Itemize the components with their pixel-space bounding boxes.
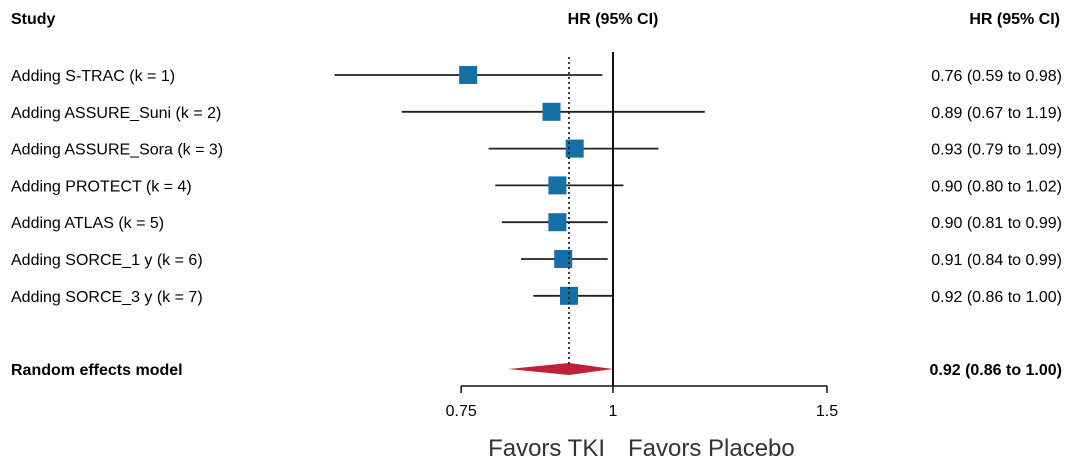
study-rows: Adding S-TRAC (k = 1) 0.76 (0.59 to 0.98)… [11, 66, 1062, 306]
study-label: Adding ATLAS (k = 5) [11, 215, 164, 232]
x-tick-label: 1 [609, 403, 618, 420]
summary-label: Random effects model [11, 362, 183, 379]
study-row: Adding ASSURE_Sora (k = 3) 0.93 (0.79 to … [11, 139, 1062, 159]
favors-right-label: Favors Placebo [628, 435, 795, 462]
study-row: Adding S-TRAC (k = 1) 0.76 (0.59 to 0.98) [11, 66, 1062, 85]
favors-left-label: Favors TKI [488, 435, 605, 462]
header-hr-center: HR (95% CI) [568, 11, 659, 28]
hr-value: 0.89 (0.67 to 1.19) [931, 105, 1062, 122]
study-label: Adding PROTECT (k = 4) [11, 178, 192, 195]
point-estimate-square [565, 139, 584, 158]
hr-value: 0.76 (0.59 to 0.98) [931, 68, 1062, 85]
hr-value: 0.93 (0.79 to 1.09) [931, 142, 1062, 159]
study-label: Adding S-TRAC (k = 1) [11, 68, 175, 85]
x-tick-label: 0.75 [446, 403, 477, 420]
study-row: Adding SORCE_3 y (k = 7) 0.92 (0.86 to 1.… [11, 286, 1062, 306]
header-hr-right: HR (95% CI) [969, 11, 1060, 28]
summary-value: 0.92 (0.86 to 1.00) [929, 362, 1062, 379]
point-estimate-square [554, 250, 573, 268]
study-row: Adding SORCE_1 y (k = 6) 0.91 (0.84 to 0.… [11, 250, 1062, 269]
study-row: Adding ATLAS (k = 5) 0.90 (0.81 to 0.99) [11, 213, 1062, 232]
summary-row: Random effects model 0.92 (0.86 to 1.00) [11, 362, 1062, 379]
hr-value: 0.92 (0.86 to 1.00) [931, 289, 1062, 306]
header-study: Study [11, 11, 56, 28]
study-label: Adding ASSURE_Sora (k = 3) [11, 142, 223, 159]
hr-value: 0.90 (0.80 to 1.02) [931, 178, 1062, 195]
x-tick-label: 1.5 [816, 403, 838, 420]
point-estimate-square [542, 102, 561, 121]
study-label: Adding SORCE_1 y (k = 6) [11, 252, 203, 269]
study-row: Adding PROTECT (k = 4) 0.90 (0.80 to 1.02… [11, 176, 1062, 195]
x-axis: 0.75 1 1.5 [446, 52, 838, 420]
hr-value: 0.90 (0.81 to 0.99) [931, 215, 1062, 232]
study-label: Adding SORCE_3 y (k = 7) [11, 289, 203, 306]
study-label: Adding ASSURE_Suni (k = 2) [11, 105, 221, 122]
point-estimate-square [548, 176, 567, 195]
point-estimate-square [559, 286, 578, 305]
point-estimate-square [548, 213, 567, 232]
summary-diamond [508, 363, 613, 375]
study-row: Adding ASSURE_Suni (k = 2) 0.89 (0.67 to … [11, 102, 1062, 122]
point-estimate-square [459, 66, 478, 84]
hr-value: 0.91 (0.84 to 0.99) [931, 252, 1062, 269]
